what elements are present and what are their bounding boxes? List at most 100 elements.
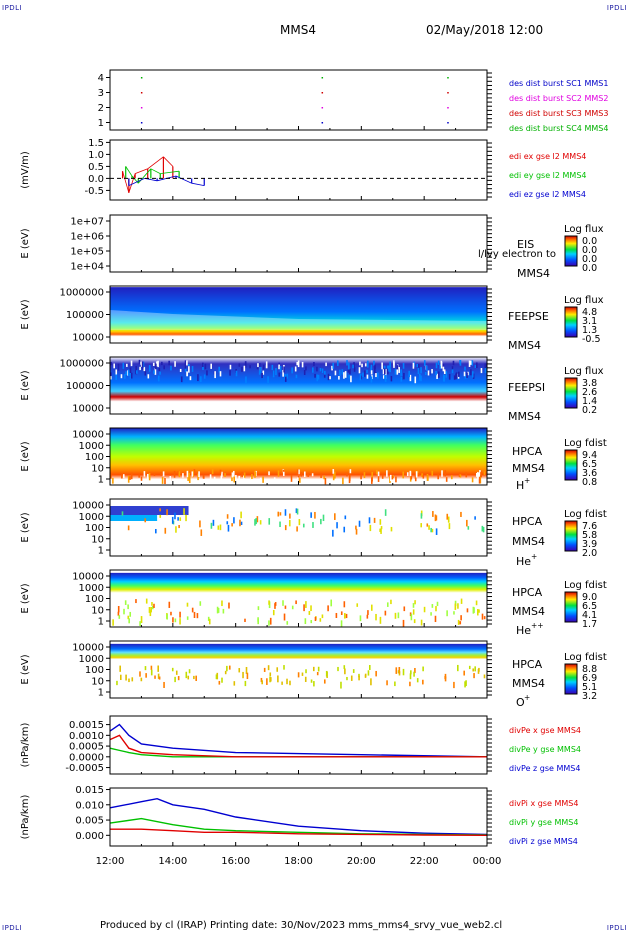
- feepsi-noise-pixel: [261, 372, 263, 379]
- colorbar-feepse: [564, 306, 578, 338]
- corner-label-tl: IPDLI: [2, 4, 23, 12]
- hpca-he2-pixel: [384, 610, 387, 616]
- x-tick-label: 14:00: [158, 856, 187, 867]
- y-tick-label-eis: 1e+04: [70, 262, 104, 273]
- colorbar-tick-feepse: -0.5: [582, 334, 601, 345]
- feepsi-noise-pixel: [350, 375, 352, 383]
- colorbar-tick-hpca_he2: 9.0: [582, 592, 597, 603]
- hpca-o-pixel: [116, 680, 118, 686]
- hpca-he2-pixel: [478, 609, 480, 613]
- feepsi-noise-pixel: [154, 368, 157, 375]
- hpca-he2-pixel: [284, 605, 287, 609]
- hpca-he-pixel: [435, 515, 438, 521]
- hpca-he-pixel: [219, 524, 222, 531]
- hpca-he-pixel: [210, 522, 213, 529]
- feepsi-noise-pixel: [243, 365, 246, 372]
- hpca-h-edge-pixel: [298, 469, 300, 475]
- feepsi-noise-pixel: [135, 365, 137, 372]
- feepsi-noise-pixel: [163, 365, 165, 370]
- hpca-he2-pixel: [345, 613, 348, 619]
- feepsi-noise-pixel: [272, 370, 275, 378]
- hpca-h-edge-pixel: [323, 475, 325, 480]
- hpca-o-pixel: [157, 673, 160, 679]
- feepsi-noise-pixel: [361, 363, 363, 368]
- feepsi-noise-pixel: [218, 366, 220, 373]
- hpca-o-pixel: [304, 676, 307, 682]
- feepsi-noise-pixel: [466, 372, 468, 378]
- hpca-h-edge-pixel: [477, 471, 479, 479]
- hpca-h-edge-pixel: [173, 470, 176, 478]
- colorbar-tick-hpca_he: 2.0: [582, 548, 597, 559]
- hpca-he2-pixel: [283, 613, 286, 621]
- feepsi-noise-pixel: [435, 371, 437, 376]
- hpca-h-edge-pixel: [392, 475, 395, 479]
- hpca-he-pixel: [420, 513, 423, 519]
- hpca-o-pixel: [397, 670, 400, 674]
- y-tick-label-feepse: 1000000: [59, 288, 104, 299]
- hpca-o-pixel: [185, 671, 188, 679]
- hpca-h-edge-pixel: [254, 470, 256, 478]
- feepsi-noise-pixel: [117, 363, 120, 371]
- feepsi-noise-pixel: [480, 368, 483, 374]
- hpca-h-edge-pixel: [193, 469, 196, 474]
- feepsi-noise-pixel: [184, 363, 187, 369]
- hpca-he-band: [110, 515, 158, 521]
- hpca-he-pixel: [179, 517, 182, 521]
- colorbar-hpca_o: [564, 663, 578, 695]
- hpca-he2-pixel: [454, 603, 457, 610]
- hpca-he2-pixel: [148, 606, 151, 613]
- y-axis-label-edi: (mV/m): [20, 151, 31, 189]
- y-tick-label-hpca_he: 100: [85, 523, 104, 534]
- hpca-h-edge-pixel: [153, 472, 156, 476]
- colorbar-tick-hpca_o: 8.8: [582, 664, 597, 675]
- hpca-h-edge-pixel: [241, 471, 243, 477]
- hpca-he-pixel: [460, 511, 462, 517]
- hpca-h-edge-pixel: [235, 474, 237, 482]
- hpca-he2-pixel: [340, 620, 343, 627]
- colorbar-tick-eis: 0.0: [582, 254, 597, 265]
- hpca-he2-pixel: [135, 599, 137, 604]
- y-tick-label-divpe: 0.0010: [69, 731, 104, 742]
- feepsi-noise-pixel: [229, 364, 232, 370]
- edi-series-line: [128, 178, 145, 186]
- feepsi-noise-pixel: [191, 366, 194, 372]
- hpca-he2-pixel: [282, 600, 284, 606]
- hpca-h-edge-pixel: [422, 474, 425, 479]
- hpca-o-pixel: [402, 668, 405, 676]
- hpca-he-pixel: [239, 519, 241, 527]
- hpca-h-edge-pixel: [349, 469, 352, 474]
- hpca-he2-pixel: [402, 619, 405, 627]
- feepsi-noise-pixel: [389, 368, 392, 373]
- feepsi-noise-pixel: [282, 369, 284, 377]
- y-axis-label-hpca_o: E (eV): [20, 654, 31, 684]
- feepsi-noise-pixel: [359, 361, 361, 366]
- feepsi-noise-pixel: [244, 361, 247, 368]
- hpca-o-pixel: [464, 681, 466, 688]
- hpca-he-pixel: [233, 517, 235, 524]
- hpca-o-pixel: [343, 665, 346, 670]
- hpca-he2-pixel: [481, 613, 484, 620]
- hpca-h-edge-pixel: [371, 471, 373, 478]
- feepsi-noise-pixel: [206, 370, 208, 376]
- legend-divpe-z: divPe z gse MMS4: [509, 764, 580, 773]
- y-axis-label-hpca_he: E (eV): [20, 512, 31, 542]
- hpca-h-edge-pixel: [143, 471, 146, 477]
- hpca-h-edge-pixel: [259, 477, 262, 482]
- feepsi-noise-pixel: [297, 360, 300, 368]
- hpca-he2-pixel: [303, 604, 305, 612]
- hpca-h-edge-pixel: [243, 472, 246, 478]
- hpca-he2-pixel: [186, 616, 189, 620]
- hpca-o-pixel: [174, 676, 176, 683]
- hpca-he2-pixel: [434, 615, 437, 623]
- hpca-h-edge-pixel: [324, 477, 327, 485]
- hpca-he-pixel: [447, 516, 450, 523]
- hpca-h-edge-pixel: [262, 476, 264, 483]
- hpca-he2-pixel: [150, 606, 152, 613]
- hpca-o-pixel: [301, 672, 304, 676]
- feepsi-noise-pixel: [271, 364, 274, 371]
- legend-edi-y: edi ey gse l2 MMS4: [509, 171, 587, 180]
- charge-label-hpca_h: +: [524, 476, 530, 485]
- panel-frame-divpi: [109, 787, 488, 847]
- hpca-o-pixel: [175, 670, 178, 675]
- feepsi-noise-pixel: [238, 363, 241, 367]
